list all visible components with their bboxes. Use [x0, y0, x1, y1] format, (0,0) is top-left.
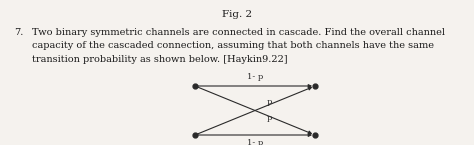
Text: Two binary symmetric channels are connected in cascade. Find the overall channel: Two binary symmetric channels are connec…: [32, 28, 445, 37]
Text: 7.: 7.: [14, 28, 23, 37]
Text: 1- p: 1- p: [247, 73, 263, 81]
Text: p: p: [267, 115, 273, 123]
Text: transition probability as shown below. [Haykin9.22]: transition probability as shown below. […: [32, 55, 288, 64]
Text: capacity of the cascaded connection, assuming that both channels have the same: capacity of the cascaded connection, ass…: [32, 41, 434, 50]
Text: 1- p: 1- p: [247, 139, 263, 145]
Text: Fig. 2: Fig. 2: [222, 10, 252, 19]
Text: p: p: [267, 98, 273, 106]
